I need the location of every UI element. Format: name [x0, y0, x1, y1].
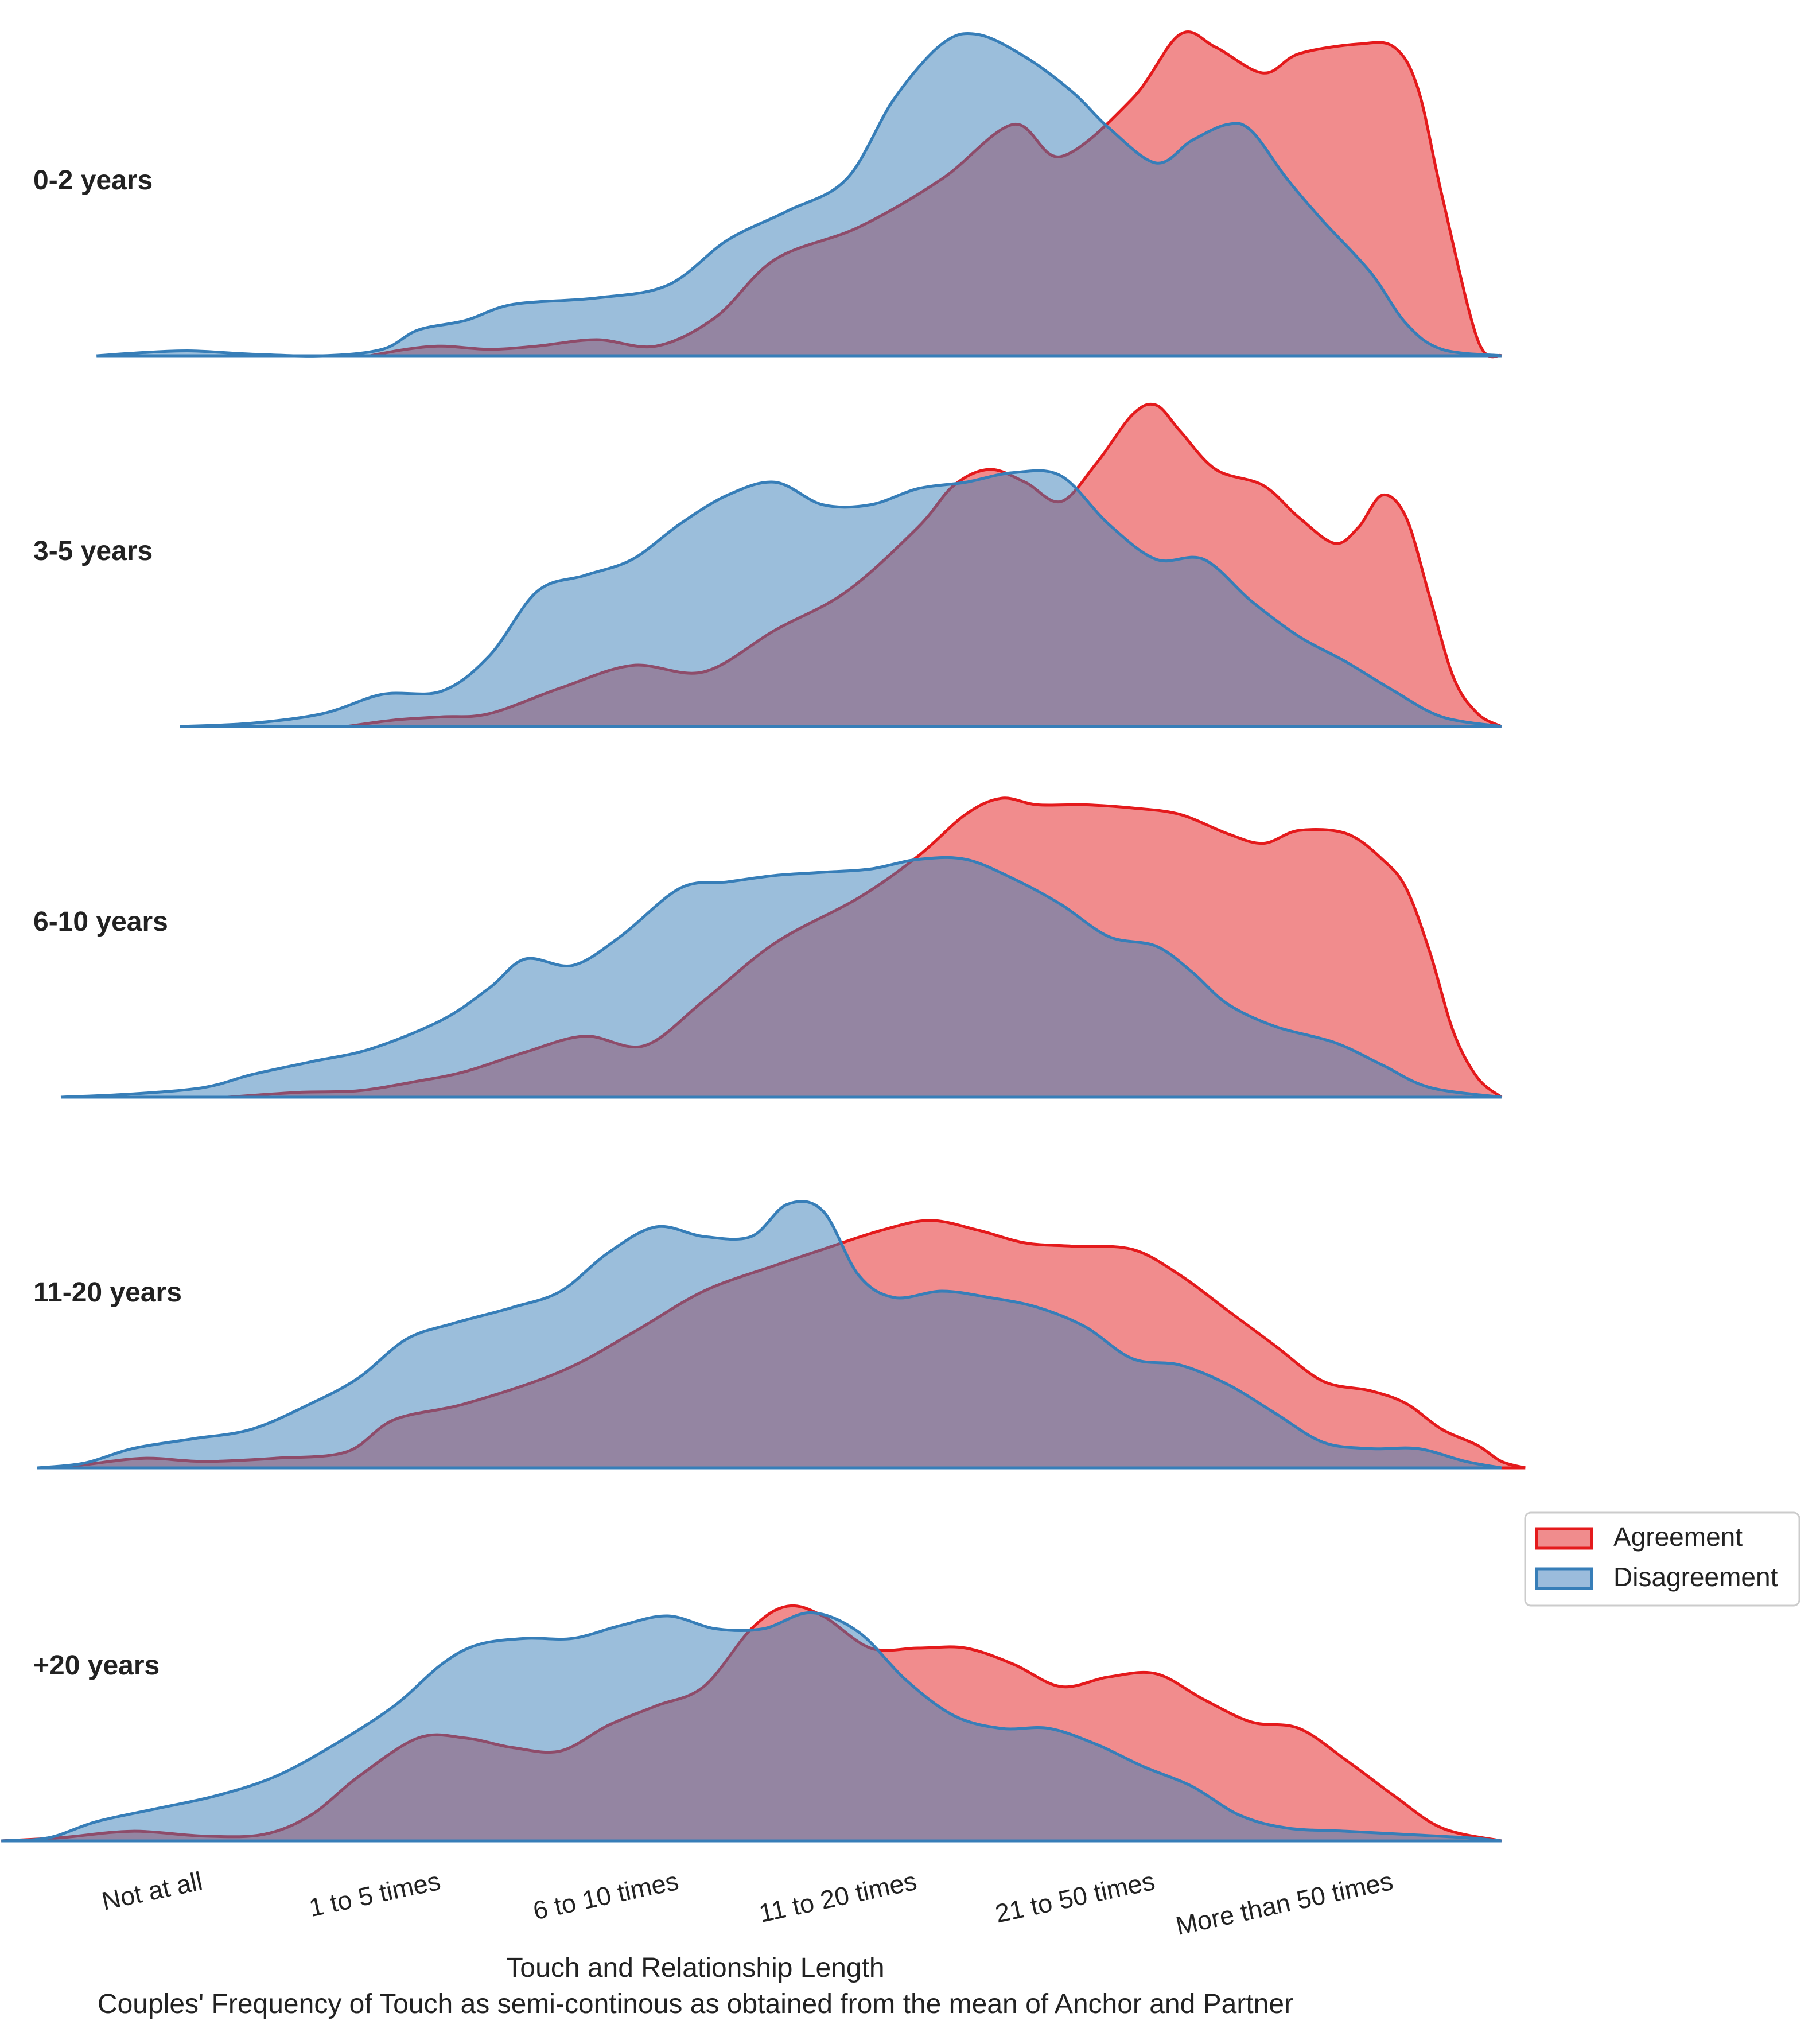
ridge-rows: 0-2 years 3-5 years 6-10 years 11-20 years +… — [1, 30, 1526, 1843]
row-label: +20 years — [33, 1650, 160, 1681]
x-axis-title: Touch and Relationship Length — [506, 1953, 884, 1983]
density-line-disagreement — [60, 856, 1502, 1099]
legend-swatch — [1535, 1527, 1593, 1550]
row-label: 3-5 years — [33, 536, 153, 566]
legend-frame — [1524, 1511, 1800, 1607]
legend-label: Disagreement — [1613, 1562, 1778, 1592]
density-area-disagreement — [1, 1612, 1502, 1841]
ridge-row: 0-2 years — [33, 30, 1503, 359]
row-label: 0-2 years — [33, 165, 153, 196]
x-tick-label: More than 50 times — [1173, 1866, 1395, 1941]
legend-label: Agreement — [1613, 1522, 1743, 1552]
density-area-disagreement — [180, 471, 1502, 726]
x-tick-label: 11 to 20 times — [756, 1866, 919, 1928]
row-label: 6-10 years — [33, 907, 168, 937]
x-tick-label: 21 to 50 times — [993, 1866, 1157, 1929]
density-line-disagreement — [37, 1200, 1502, 1470]
ridge-row: +20 years — [1, 1604, 1502, 1843]
x-tick-label: 1 to 5 times — [306, 1866, 443, 1922]
density-area-disagreement — [37, 1201, 1502, 1468]
ridge-row: 11-20 years — [33, 1200, 1526, 1470]
legend: Agreement Disagreement — [1524, 1511, 1800, 1607]
density-area-disagreement — [96, 33, 1502, 356]
density-line-disagreement — [1, 1611, 1502, 1843]
density-area-disagreement — [61, 857, 1502, 1097]
ridge-row: 6-10 years — [33, 796, 1503, 1099]
chart-caption: Couples' Frequency of Touch as semi-cont… — [98, 1989, 1293, 2019]
x-tick-label: Not at all — [99, 1866, 205, 1916]
legend-swatch — [1535, 1567, 1593, 1590]
density-line-disagreement — [180, 469, 1502, 728]
density-line-disagreement — [96, 32, 1502, 358]
ridge-row: 3-5 years — [33, 402, 1502, 728]
x-axis: Not at all 1 to 5 times 6 to 10 times 11 to… — [99, 1866, 1395, 1941]
row-label: 11-20 years — [33, 1277, 182, 1308]
x-tick-label: 6 to 10 times — [530, 1866, 681, 1925]
